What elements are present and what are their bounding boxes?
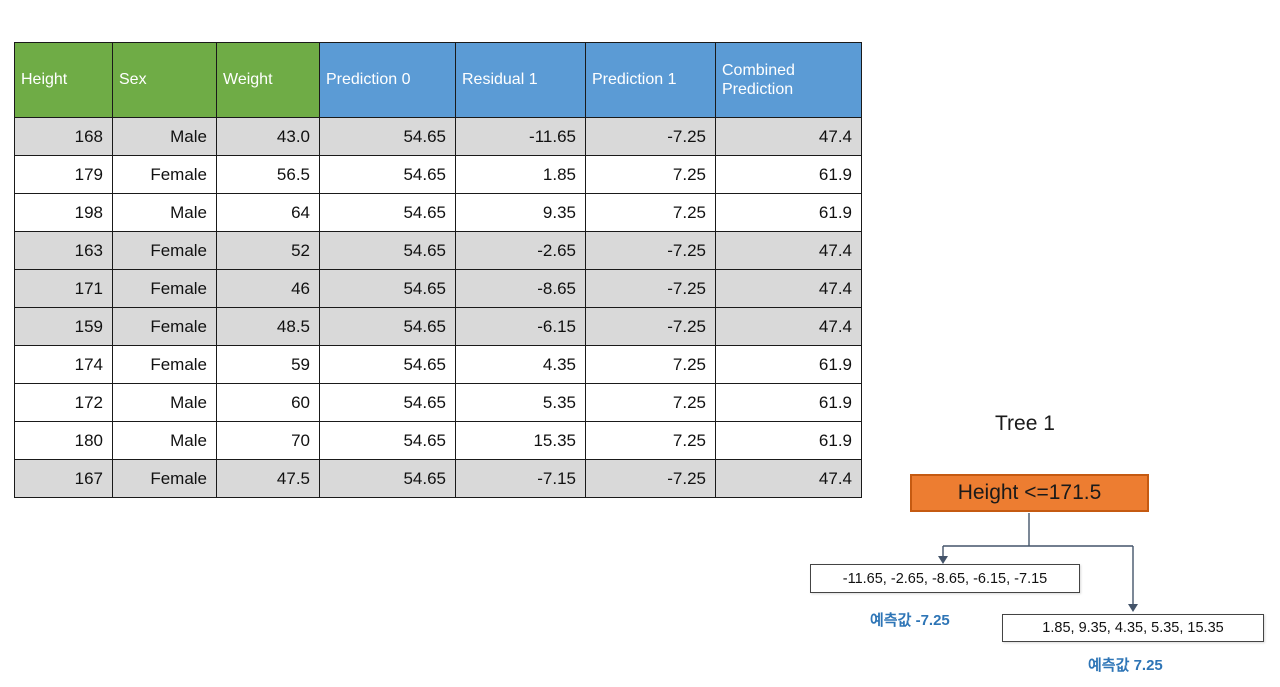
table-cell: 47.5 (217, 460, 320, 498)
table-cell: 171 (15, 270, 113, 308)
table-cell: -6.15 (456, 308, 586, 346)
table-cell: Female (113, 346, 217, 384)
table-cell: Male (113, 194, 217, 232)
table-row: 172 Male 60 54.65 5.35 7.25 61.9 (15, 384, 862, 422)
table-cell: 54.65 (320, 156, 456, 194)
table-cell: 54.65 (320, 460, 456, 498)
tree-title: Tree 1 (995, 412, 1055, 435)
table-cell: 9.35 (456, 194, 586, 232)
gbm-data-table: Height Sex Weight Prediction 0 Residual 1 Pre… (14, 42, 862, 498)
table-cell: -2.65 (456, 232, 586, 270)
table-cell: Male (113, 422, 217, 460)
table-row: 163 Female 52 54.65 -2.65 -7.25 47.4 (15, 232, 862, 270)
table-cell: 7.25 (586, 346, 716, 384)
table-cell: 4.35 (456, 346, 586, 384)
table-cell: -7.25 (586, 270, 716, 308)
table-cell: 7.25 (586, 156, 716, 194)
table-cell: 61.9 (716, 346, 862, 384)
tree-left-leaf-node: -11.65, -2.65, -8.65, -6.15, -7.15 (810, 564, 1080, 593)
table-cell: Female (113, 156, 217, 194)
table-cell: Female (113, 308, 217, 346)
table-cell: 46 (217, 270, 320, 308)
table-cell: Male (113, 384, 217, 422)
column-header-sex: Sex (113, 43, 217, 118)
table-cell: 5.35 (456, 384, 586, 422)
table-cell: 52 (217, 232, 320, 270)
table-cell: 54.65 (320, 232, 456, 270)
table-cell: 168 (15, 118, 113, 156)
table-cell: 159 (15, 308, 113, 346)
table-body: 168 Male 43.0 54.65 -11.65 -7.25 47.4 179 Female… (15, 118, 862, 498)
table-cell: 61.9 (716, 156, 862, 194)
column-header-weight: Weight (217, 43, 320, 118)
table-cell: 47.4 (716, 308, 862, 346)
column-header-combined-prediction: Combined Prediction (716, 43, 862, 118)
table-row: 174 Female 59 54.65 4.35 7.25 61.9 (15, 346, 862, 384)
table-cell: -11.65 (456, 118, 586, 156)
table-row: 171 Female 46 54.65 -8.65 -7.25 47.4 (15, 270, 862, 308)
right-branch-arrowhead (1128, 604, 1138, 612)
table-cell: -7.25 (586, 460, 716, 498)
table-cell: 198 (15, 194, 113, 232)
table-cell: 47.4 (716, 270, 862, 308)
table-cell: 64 (217, 194, 320, 232)
table-cell: 61.9 (716, 422, 862, 460)
table-cell: 60 (217, 384, 320, 422)
table-cell: 47.4 (716, 118, 862, 156)
table-cell: 59 (217, 346, 320, 384)
tree-root-node: Height <=171.5 (910, 474, 1149, 512)
table-cell: Female (113, 270, 217, 308)
table-cell: 56.5 (217, 156, 320, 194)
left-branch-arrowhead (938, 556, 948, 564)
table-cell: 54.65 (320, 422, 456, 460)
column-header-prediction-1: Prediction 1 (586, 43, 716, 118)
table-cell: 7.25 (586, 194, 716, 232)
table-cell: -7.15 (456, 460, 586, 498)
table-row: 168 Male 43.0 54.65 -11.65 -7.25 47.4 (15, 118, 862, 156)
table-cell: -7.25 (586, 232, 716, 270)
table-cell: 48.5 (217, 308, 320, 346)
column-header-height: Height (15, 43, 113, 118)
table-cell: 54.65 (320, 118, 456, 156)
table-cell: 47.4 (716, 232, 862, 270)
table-cell: -7.25 (586, 118, 716, 156)
table-cell: Female (113, 460, 217, 498)
table-cell: Male (113, 118, 217, 156)
table-cell: 163 (15, 232, 113, 270)
table-cell: 1.85 (456, 156, 586, 194)
table-cell: 179 (15, 156, 113, 194)
table-cell: 172 (15, 384, 113, 422)
table-cell: 54.65 (320, 384, 456, 422)
table-row: 180 Male 70 54.65 15.35 7.25 61.9 (15, 422, 862, 460)
table-cell: 15.35 (456, 422, 586, 460)
table-cell: 61.9 (716, 384, 862, 422)
table-cell: 54.65 (320, 194, 456, 232)
table-cell: 47.4 (716, 460, 862, 498)
table-row: 167 Female 47.5 54.65 -7.15 -7.25 47.4 (15, 460, 862, 498)
table-row: 159 Female 48.5 54.65 -6.15 -7.25 47.4 (15, 308, 862, 346)
table-cell: 174 (15, 346, 113, 384)
left-leaf-prediction-label: 예측값 -7.25 (870, 612, 950, 629)
column-header-residual-1: Residual 1 (456, 43, 586, 118)
table-cell: 70 (217, 422, 320, 460)
table-cell: 180 (15, 422, 113, 460)
table-cell: 7.25 (586, 422, 716, 460)
table-cell: 167 (15, 460, 113, 498)
table-header-row: Height Sex Weight Prediction 0 Residual 1 Pre… (15, 43, 862, 118)
table-cell: 54.65 (320, 346, 456, 384)
table-row: 179 Female 56.5 54.65 1.85 7.25 61.9 (15, 156, 862, 194)
tree-right-leaf-node: 1.85, 9.35, 4.35, 5.35, 15.35 (1002, 614, 1264, 642)
table-cell: 54.65 (320, 308, 456, 346)
table-cell: 43.0 (217, 118, 320, 156)
table-cell: Female (113, 232, 217, 270)
table-cell: 61.9 (716, 194, 862, 232)
table-cell: 7.25 (586, 384, 716, 422)
table-row: 198 Male 64 54.65 9.35 7.25 61.9 (15, 194, 862, 232)
table-cell: -7.25 (586, 308, 716, 346)
table-cell: -8.65 (456, 270, 586, 308)
column-header-prediction-0: Prediction 0 (320, 43, 456, 118)
table-cell: 54.65 (320, 270, 456, 308)
right-leaf-prediction-label: 예측값 7.25 (1088, 657, 1163, 674)
